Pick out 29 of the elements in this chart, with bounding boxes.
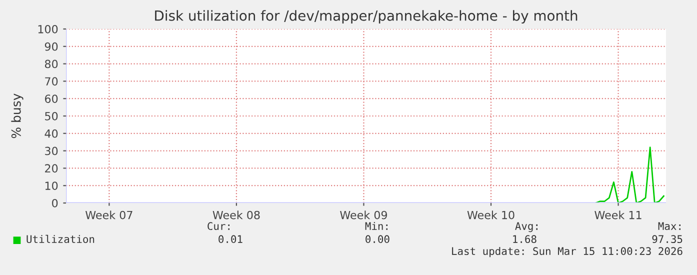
y-tick-label: 80 [44,60,58,68]
x-tick-label: Week 11 [594,210,642,220]
y-tick-label: 30 [45,146,58,156]
text: Cur: [208,222,230,230]
text: 0.00 [366,235,390,244]
x-tick-label: Week 08 [212,210,260,220]
text: Max: [658,222,680,230]
text: 97.35 [652,235,682,244]
y-tick-label: 100 [38,24,58,34]
y-tick-label: 40 [44,129,58,138]
text: Avg: [515,222,538,232]
chart-title: Disk utilization for /dev/mapper/pannekake-home - by month [155,10,578,24]
text: 1.68 [513,235,536,244]
y-tick-label: 20 [45,164,58,173]
line-series [594,146,664,203]
legend-label: Utilization [26,234,94,244]
x-tick-label: Week 07 [85,210,132,220]
y-tick-label: 50 [45,112,58,120]
text: Last update: Sun Mar 15 11:00:23 2026 [452,246,682,258]
x-tick-label: Week 09 [340,210,387,220]
x-tick-label: Week 10 [467,210,514,220]
y-axis-title: % busy [11,94,24,138]
y-tick-label: 10 [45,182,58,190]
y-tick-label: 90 [44,42,58,51]
y-tick-label: 0 [52,198,58,208]
y-tick-label: 60 [45,94,58,103]
text: Min: [365,222,388,230]
y-tick-label: 70 [45,77,58,86]
text: 0.01 [218,235,242,244]
